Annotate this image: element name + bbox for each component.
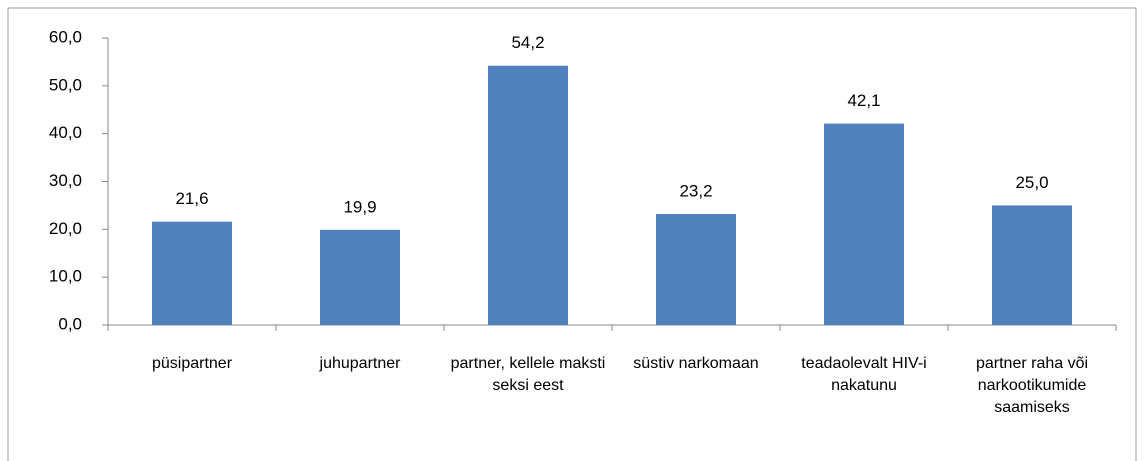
data-label: 21,6 [175,189,208,208]
y-tick-label: 60,0 [49,27,82,46]
y-tick-label: 40,0 [49,123,82,142]
y-tick-label: 0,0 [58,314,82,333]
x-tick-label: partner, kellele maksti seksi eest [450,355,606,394]
x-tick-label: püsipartner [151,355,233,372]
data-label: 54,2 [511,33,544,52]
data-label: 42,1 [847,91,880,110]
y-tick-label: 50,0 [49,75,82,94]
data-label: 23,2 [679,182,712,201]
x-tick-label: süstiv narkomaan [633,355,759,372]
bar [824,123,904,325]
bar [152,221,232,325]
frame [7,7,1137,461]
x-tick-label: teadaolevalt HIV-i nakatunu [801,355,927,394]
y-tick-label: 10,0 [49,267,82,286]
x-tick-label: juhupartner [319,355,401,372]
x-tick-label: partner raha või narkootikumide saamisek… [975,355,1089,416]
y-tick-label: 30,0 [49,171,82,190]
bar [488,65,568,325]
data-label: 19,9 [343,197,376,216]
bar [656,214,736,325]
bar [320,229,400,325]
y-tick-label: 20,0 [49,219,82,238]
bar [992,205,1072,325]
data-label: 25,0 [1015,173,1048,192]
